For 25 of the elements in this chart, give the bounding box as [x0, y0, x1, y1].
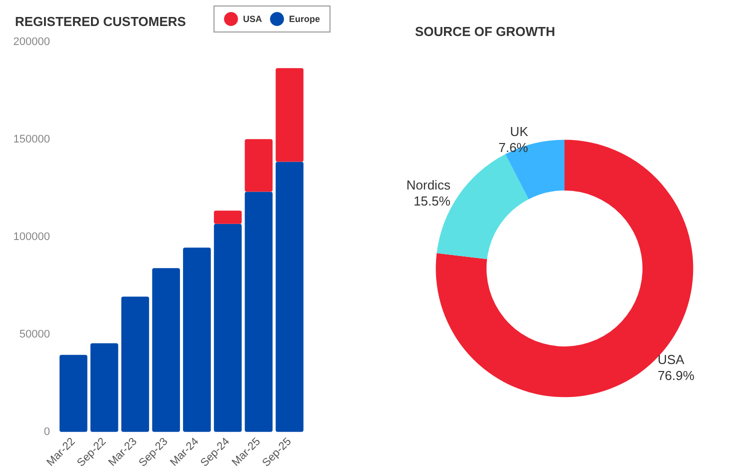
data-label: 15.5% — [414, 193, 451, 208]
bar — [60, 354, 88, 432]
slice-label: UK — [510, 124, 528, 140]
bar — [276, 162, 304, 432]
slice-label: Nordics — [406, 177, 451, 192]
y-tick-label: 200000 — [13, 36, 50, 48]
chart-title: REGISTERED CUSTOMERS — [15, 14, 186, 29]
bar — [152, 268, 180, 432]
bar — [244, 192, 273, 432]
bar — [121, 296, 150, 432]
bar — [214, 224, 242, 432]
bar — [276, 68, 304, 162]
slice-label: USA — [658, 352, 685, 368]
bar — [90, 343, 118, 432]
chart-title: SOURCE OF GROWTH — [415, 24, 556, 39]
y-tick-label: 100000 — [13, 230, 50, 243]
bar — [183, 248, 211, 432]
y-tick-label: 50000 — [19, 328, 50, 340]
legend-label: Europe — [288, 14, 320, 24]
y-tick-label: 150000 — [13, 133, 50, 146]
bar — [214, 210, 242, 224]
legend-label: USA — [242, 14, 262, 24]
y-tick-label: 0 — [44, 426, 50, 438]
bar — [244, 139, 273, 192]
data-label: 76.9% — [658, 368, 695, 384]
